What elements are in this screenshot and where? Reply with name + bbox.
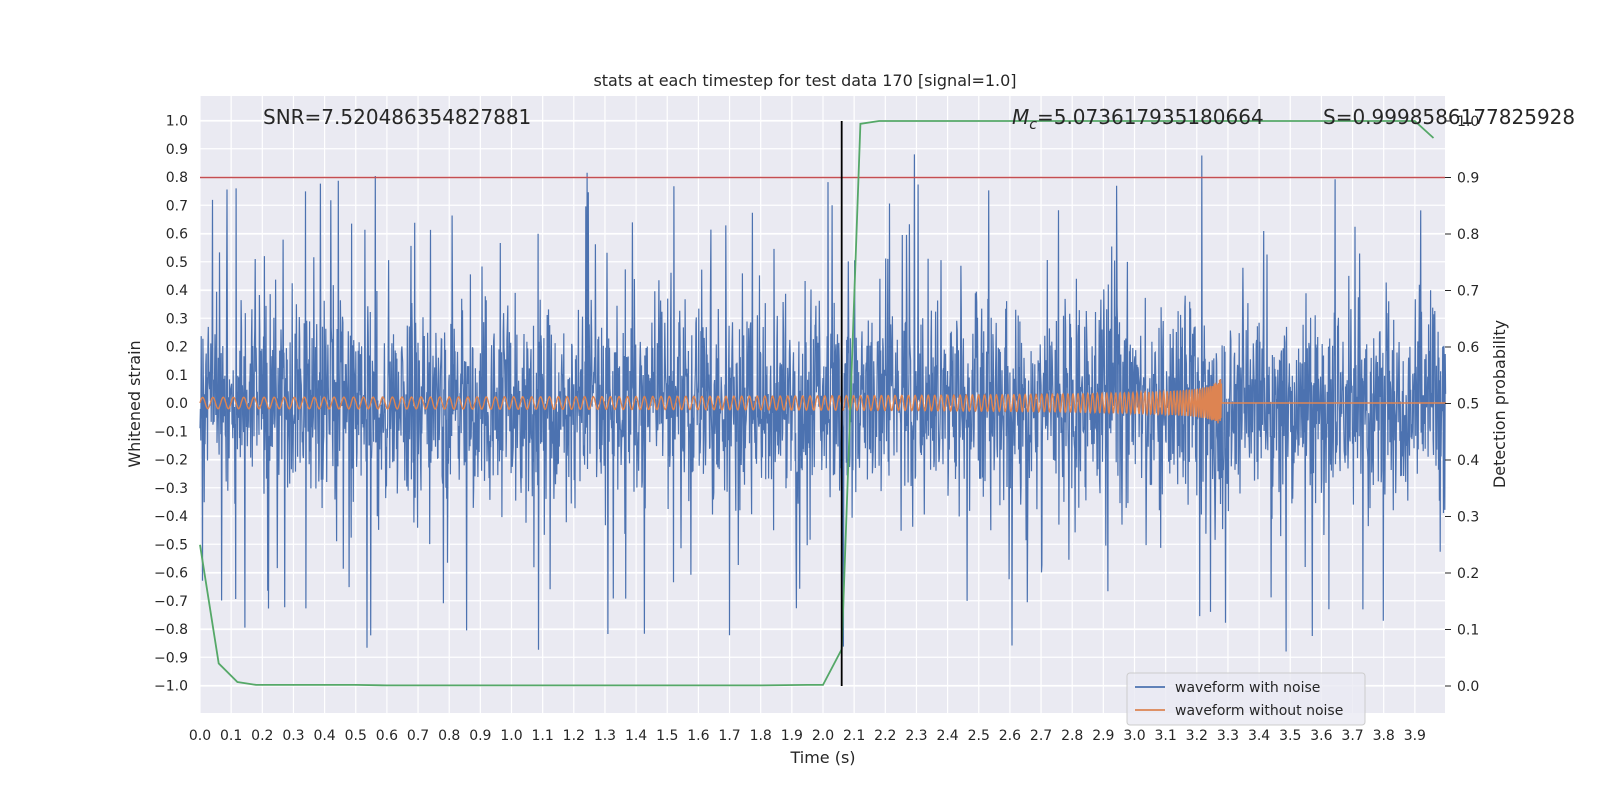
x-tick-label: 3.8 bbox=[1373, 728, 1395, 744]
x-tick-label: 3.2 bbox=[1186, 728, 1208, 744]
x-tick-label: 1.8 bbox=[750, 728, 772, 744]
x-tick-label: 2.4 bbox=[936, 728, 958, 744]
y-tick-labels: 1.0 0.9 0.8 0.7 0.6 0.5 0.4 0.3 0.2 0.1 0.0 −0.1 −0.… bbox=[154, 114, 188, 695]
y-tick-label: −0.1 bbox=[154, 424, 188, 440]
x-tick-label: 3.0 bbox=[1123, 728, 1145, 744]
y-tick-label: −0.7 bbox=[154, 594, 188, 610]
x-tick-label: 2.0 bbox=[812, 728, 834, 744]
x-tick-label: 2.2 bbox=[874, 728, 896, 744]
y2-tick-label: 0.4 bbox=[1457, 453, 1479, 469]
detection-probability-line bbox=[199, 120, 1435, 687]
x-tick-label: 3.5 bbox=[1279, 728, 1301, 744]
y-tick-label: 0.7 bbox=[166, 198, 188, 214]
x-tick-label: 0.1 bbox=[220, 728, 242, 744]
x-tick-label: 2.9 bbox=[1092, 728, 1114, 744]
x-tick-label: 3.6 bbox=[1310, 728, 1332, 744]
series-waveform-without-noise bbox=[199, 378, 1446, 424]
legend: waveform with noise waveform without noi… bbox=[1126, 672, 1366, 726]
y2-tick-label: 0.2 bbox=[1457, 566, 1479, 582]
x-tick-label: 0.0 bbox=[189, 728, 211, 744]
y-tick-label: −0.2 bbox=[154, 453, 188, 469]
series-detection-probability bbox=[199, 120, 1435, 687]
x-tick-label: 0.5 bbox=[345, 728, 367, 744]
x-tick-label: 1.1 bbox=[532, 728, 554, 744]
x-tick-label: 3.4 bbox=[1248, 728, 1270, 744]
x-tick-label: 0.9 bbox=[469, 728, 491, 744]
y2-tick-label: 0.0 bbox=[1457, 679, 1479, 695]
x-tick-label: 1.0 bbox=[500, 728, 522, 744]
x-tick-label: 2.1 bbox=[843, 728, 865, 744]
y-axis-label: Whitened strain bbox=[125, 340, 144, 467]
x-tick-label: 1.9 bbox=[781, 728, 803, 744]
y2-tick-label: 0.3 bbox=[1457, 510, 1479, 526]
y2-tick-label: 0.8 bbox=[1457, 227, 1479, 243]
y-tick-label: −0.4 bbox=[154, 509, 188, 525]
chirp-mass-symbol: M bbox=[1012, 105, 1029, 129]
x-tick-label: 3.1 bbox=[1155, 728, 1177, 744]
y-tick-label: −1.0 bbox=[154, 679, 188, 695]
y2-tick-label: 0.5 bbox=[1457, 397, 1479, 413]
x-tick-label: 1.2 bbox=[563, 728, 585, 744]
noisy-waveform-line bbox=[199, 154, 1447, 652]
y-tick-label: −0.5 bbox=[154, 537, 188, 553]
legend-label-noisy: waveform with noise bbox=[1175, 680, 1320, 696]
y-tick-label: −0.3 bbox=[154, 481, 188, 497]
legend-frame bbox=[1126, 672, 1366, 726]
x-tick-label: 3.9 bbox=[1404, 728, 1426, 744]
y-tick-label: 1.0 bbox=[166, 114, 188, 130]
y-tick-label: −0.6 bbox=[154, 566, 188, 582]
chart-title: stats at each timestep for test data 170… bbox=[593, 71, 1016, 90]
x-tick-label: 0.4 bbox=[313, 728, 335, 744]
x-axis-label: Time (s) bbox=[789, 748, 855, 767]
x-tick-label: 2.6 bbox=[999, 728, 1021, 744]
x-tick-label: 1.6 bbox=[687, 728, 709, 744]
y2-tick-label: 0.7 bbox=[1457, 284, 1479, 300]
x-tick-label: 0.2 bbox=[251, 728, 273, 744]
y-tick-label: −0.8 bbox=[154, 622, 188, 638]
x-tick-label: 0.6 bbox=[376, 728, 398, 744]
y-tick-label: 0.6 bbox=[166, 227, 188, 243]
y-tick-label: 0.5 bbox=[166, 255, 188, 271]
x-tick-label: 1.3 bbox=[594, 728, 616, 744]
x-tick-label: 2.8 bbox=[1061, 728, 1083, 744]
x-tick-label: 3.3 bbox=[1217, 728, 1239, 744]
x-tick-label: 2.7 bbox=[1030, 728, 1052, 744]
y-tick-label: 0.2 bbox=[166, 340, 188, 356]
x-tick-labels: 0.0 0.1 0.2 0.3 0.4 0.5 0.6 0.7 0.8 0.9 1.0 1.1 1.2 1… bbox=[189, 728, 1426, 744]
y-tick-label: −0.9 bbox=[154, 650, 188, 666]
y2-tick-label: 1.0 bbox=[1457, 114, 1479, 130]
legend-label-clean: waveform without noise bbox=[1175, 703, 1343, 719]
s-annotation: S=0.9998586177825928 bbox=[1323, 105, 1575, 129]
y2-tick-label: 0.1 bbox=[1457, 623, 1479, 639]
y-tick-label: 0.9 bbox=[166, 142, 188, 158]
y2-tick-label: 0.6 bbox=[1457, 340, 1479, 356]
y-tick-label: 0.1 bbox=[166, 368, 188, 384]
y-tick-label: 0.8 bbox=[166, 170, 188, 186]
x-tick-label: 0.8 bbox=[438, 728, 460, 744]
x-tick-label: 0.3 bbox=[282, 728, 304, 744]
y-tick-label: 0.3 bbox=[166, 311, 188, 327]
chirp-mass-annotation: Mc=5.073617935180664 bbox=[1012, 105, 1264, 133]
x-tick-label: 1.5 bbox=[656, 728, 678, 744]
x-tick-label: 0.7 bbox=[407, 728, 429, 744]
clean-waveform-line bbox=[199, 378, 1446, 424]
y2-axis-label: Detection probability bbox=[1490, 320, 1509, 488]
y-tick-label: 0.4 bbox=[166, 283, 188, 299]
chirp-mass-subscript: c bbox=[1029, 117, 1037, 133]
x-tick-label: 3.7 bbox=[1341, 728, 1363, 744]
series-waveform-with-noise bbox=[199, 154, 1447, 652]
x-tick-label: 1.4 bbox=[625, 728, 647, 744]
y2-tick-labels: 1.0 0.9 0.8 0.7 0.6 0.5 0.4 0.3 0.2 0.1 0.0 bbox=[1445, 114, 1479, 695]
x-tick-label: 2.5 bbox=[968, 728, 990, 744]
y-tick-label: 0.0 bbox=[166, 396, 188, 412]
snr-annotation: SNR=7.520486354827881 bbox=[263, 105, 531, 129]
y2-tick-label: 0.9 bbox=[1457, 171, 1479, 187]
x-tick-label: 2.3 bbox=[905, 728, 927, 744]
chirp-mass-value: =5.073617935180664 bbox=[1037, 105, 1264, 129]
x-tick-label: 1.7 bbox=[718, 728, 740, 744]
